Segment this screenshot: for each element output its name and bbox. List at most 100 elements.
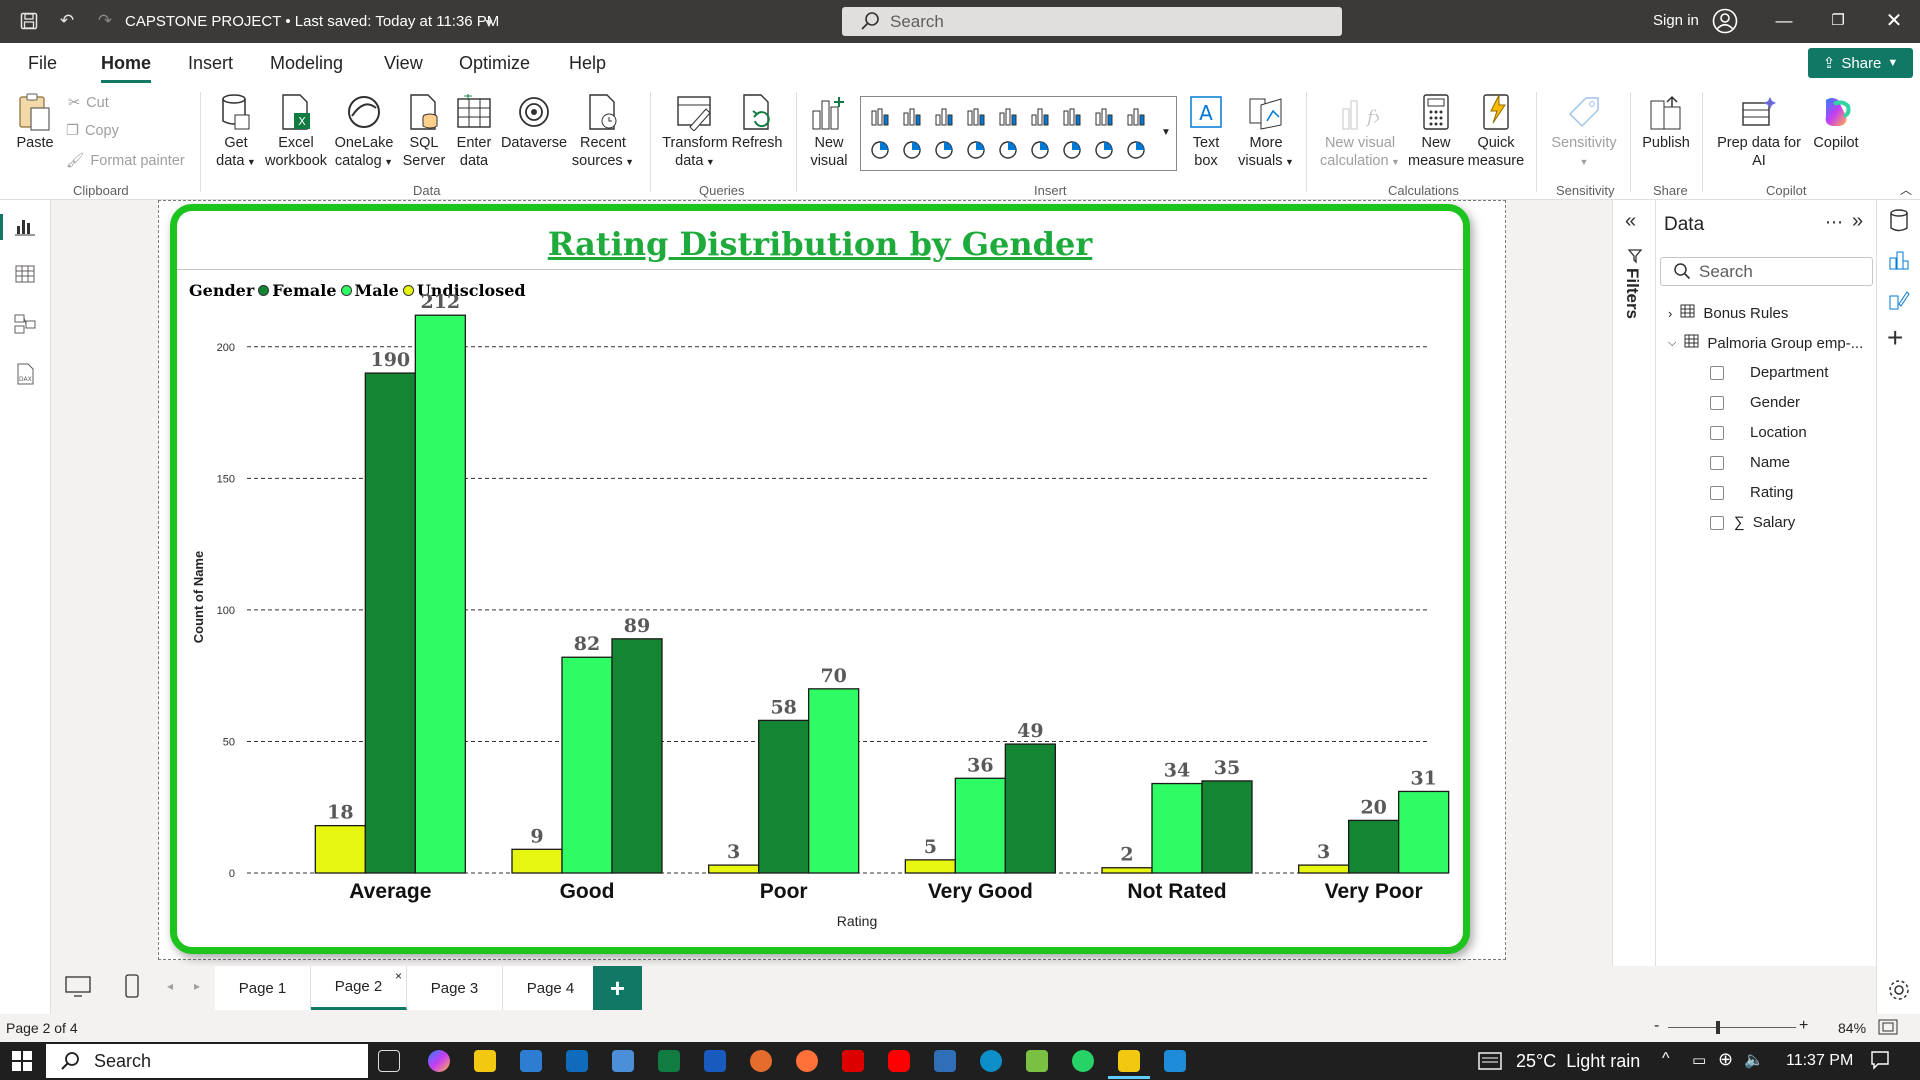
collapse-filters-icon[interactable]: « <box>1625 210 1637 232</box>
zoom-in-icon[interactable]: + <box>1799 1017 1809 1034</box>
sql-server-button[interactable]: SQL Server <box>400 92 448 170</box>
photos-icon[interactable] <box>1164 1050 1186 1072</box>
field-checkbox[interactable] <box>1710 455 1724 470</box>
data-pane-icon[interactable] <box>1887 208 1911 239</box>
matrix-visual-icon[interactable] <box>1125 139 1147 161</box>
field-rating[interactable]: Rating <box>1710 484 1793 501</box>
field-salary[interactable]: ∑ Salary <box>1710 514 1795 531</box>
gauge-chart-icon[interactable] <box>997 139 1019 161</box>
page-tab-4[interactable]: Page 4 <box>503 966 599 1010</box>
scroll-left-icon[interactable]: ◂ <box>167 979 174 993</box>
firefox-icon[interactable] <box>796 1050 818 1072</box>
restore-icon[interactable]: ❐ <box>1831 12 1845 29</box>
field-location[interactable]: Location <box>1710 424 1807 441</box>
legend-item-female[interactable]: Female <box>258 281 337 300</box>
pie-chart-icon[interactable] <box>869 139 891 161</box>
new-visual-button[interactable]: New visual <box>806 92 852 170</box>
tab-file[interactable]: File <box>28 53 58 73</box>
new-measure-button[interactable]: New measure <box>1408 92 1464 170</box>
model-view-icon[interactable] <box>13 312 37 336</box>
field-checkbox[interactable] <box>1710 365 1724 380</box>
copilot-button[interactable]: Copilot <box>1806 92 1866 152</box>
enter-data-button[interactable]: + Enter data <box>452 92 496 170</box>
table-visual-icon[interactable] <box>1093 139 1115 161</box>
copilot-taskbar-icon[interactable] <box>428 1050 450 1072</box>
youtube-icon[interactable] <box>888 1050 910 1072</box>
collapse-data-pane-icon[interactable]: » <box>1852 210 1864 232</box>
field-gender[interactable]: Gender <box>1710 394 1800 411</box>
mobile-layout-icon[interactable] <box>125 974 139 1003</box>
build-visual-icon[interactable] <box>1887 248 1911 277</box>
dax-query-view-icon[interactable]: DAX <box>13 362 37 386</box>
tab-home[interactable]: Home <box>101 53 152 83</box>
chart-visual[interactable]: Rating Distribution by Gender Gender Fem… <box>170 204 1470 954</box>
quick-measure-button[interactable]: Quick measure <box>1466 92 1526 170</box>
volume-icon[interactable]: 🔈 <box>1744 1052 1764 1069</box>
table-bonus-rules[interactable]: › Bonus Rules <box>1668 304 1788 322</box>
battery-icon[interactable]: ▭ <box>1692 1052 1707 1069</box>
undo-icon[interactable]: ↶ <box>59 11 75 30</box>
transform-data-button[interactable]: Transform data ▼ <box>660 92 730 170</box>
publish-button[interactable]: Publish <box>1640 92 1692 152</box>
treemap-chart-icon[interactable] <box>933 139 955 161</box>
outlook-icon[interactable] <box>566 1050 588 1072</box>
table-view-icon[interactable] <box>13 262 37 286</box>
chrome-icon[interactable] <box>750 1050 772 1072</box>
database-app-icon[interactable] <box>612 1050 634 1072</box>
report-view-icon[interactable] <box>13 214 37 238</box>
close-icon[interactable]: ✕ <box>1885 10 1903 32</box>
tab-help[interactable]: Help <box>569 53 607 73</box>
area-chart-icon[interactable] <box>1093 105 1115 127</box>
multi-row-card-icon[interactable] <box>1061 139 1083 161</box>
clustered-column-chart-icon[interactable] <box>965 105 987 127</box>
get-data-button[interactable]: Get data ▼ <box>212 92 260 170</box>
tab-insert[interactable]: Insert <box>188 53 234 73</box>
title-dropdown-icon[interactable]: ▼ <box>483 16 495 30</box>
zoom-out-icon[interactable]: - <box>1654 1017 1660 1034</box>
scroll-right-icon[interactable]: ▸ <box>194 979 201 993</box>
desktop-layout-icon[interactable] <box>65 976 91 1003</box>
line-chart-icon[interactable] <box>1061 105 1083 127</box>
more-visuals-button[interactable]: More visuals ▼ <box>1236 92 1296 170</box>
global-search-input[interactable]: Search <box>842 7 1342 36</box>
page-tab-2[interactable]: Page 2 × <box>311 966 407 1010</box>
new-visual-calculation-button[interactable]: fx New visual calculation ▼ <box>1314 92 1406 170</box>
text-box-button[interactable]: A Text box <box>1182 92 1230 170</box>
stacked-bar-chart-icon[interactable] <box>869 105 891 127</box>
ribbon-chart-icon[interactable] <box>1125 105 1147 127</box>
legend-item-male[interactable]: Male <box>340 281 399 300</box>
add-page-button[interactable]: + <box>593 966 642 1010</box>
refresh-button[interactable]: Refresh <box>730 92 784 152</box>
prep-data-for-ai-button[interactable]: Prep data for AI <box>1712 92 1806 170</box>
stacked-column-chart-icon[interactable] <box>901 105 923 127</box>
paste-button[interactable]: Paste <box>14 92 56 152</box>
onelake-catalog-button[interactable]: OneLake catalog ▼ <box>334 92 394 170</box>
field-checkbox[interactable] <box>1710 515 1724 530</box>
settings-gear-icon[interactable] <box>1887 978 1911 1007</box>
more-options-icon[interactable]: ⋯ <box>1825 212 1843 232</box>
weather-text[interactable]: 25°C Light rain <box>1516 1051 1641 1071</box>
recent-sources-button[interactable]: Recent sources ▼ <box>570 92 636 170</box>
stacked-column-100-chart-icon[interactable] <box>997 105 1019 127</box>
table-palmoria-group[interactable]: ⌵ Palmoria Group emp-... <box>1668 334 1863 352</box>
field-checkbox[interactable] <box>1710 395 1724 410</box>
task-view-icon[interactable] <box>378 1050 400 1072</box>
page-tab-1[interactable]: Page 1 <box>215 966 311 1010</box>
copy-button[interactable]: ❐ Copy <box>66 123 119 139</box>
fit-to-page-icon[interactable] <box>1878 1019 1898 1038</box>
format-painter-button[interactable]: 🖌 Format painter <box>66 152 185 170</box>
zoom-slider-thumb[interactable] <box>1716 1021 1720 1034</box>
filters-label[interactable]: Filters <box>1623 268 1642 320</box>
save-icon[interactable] <box>18 10 40 32</box>
excel-workbook-button[interactable]: X Excel workbook <box>262 92 330 170</box>
whatsapp-icon[interactable] <box>1072 1050 1094 1072</box>
show-hidden-icons-icon[interactable]: ^ <box>1662 1050 1670 1067</box>
close-page-icon[interactable]: × <box>394 969 402 983</box>
sign-in-link[interactable]: Sign in <box>1653 12 1699 29</box>
power-bi-taskbar-icon[interactable] <box>1118 1050 1140 1072</box>
add-pane-icon[interactable]: + <box>1887 322 1904 353</box>
tab-view[interactable]: View <box>384 53 423 73</box>
acrobat-icon[interactable] <box>842 1050 864 1072</box>
gallery-expand-icon[interactable]: ▼ <box>1161 127 1171 138</box>
field-department[interactable]: Department <box>1710 364 1828 381</box>
